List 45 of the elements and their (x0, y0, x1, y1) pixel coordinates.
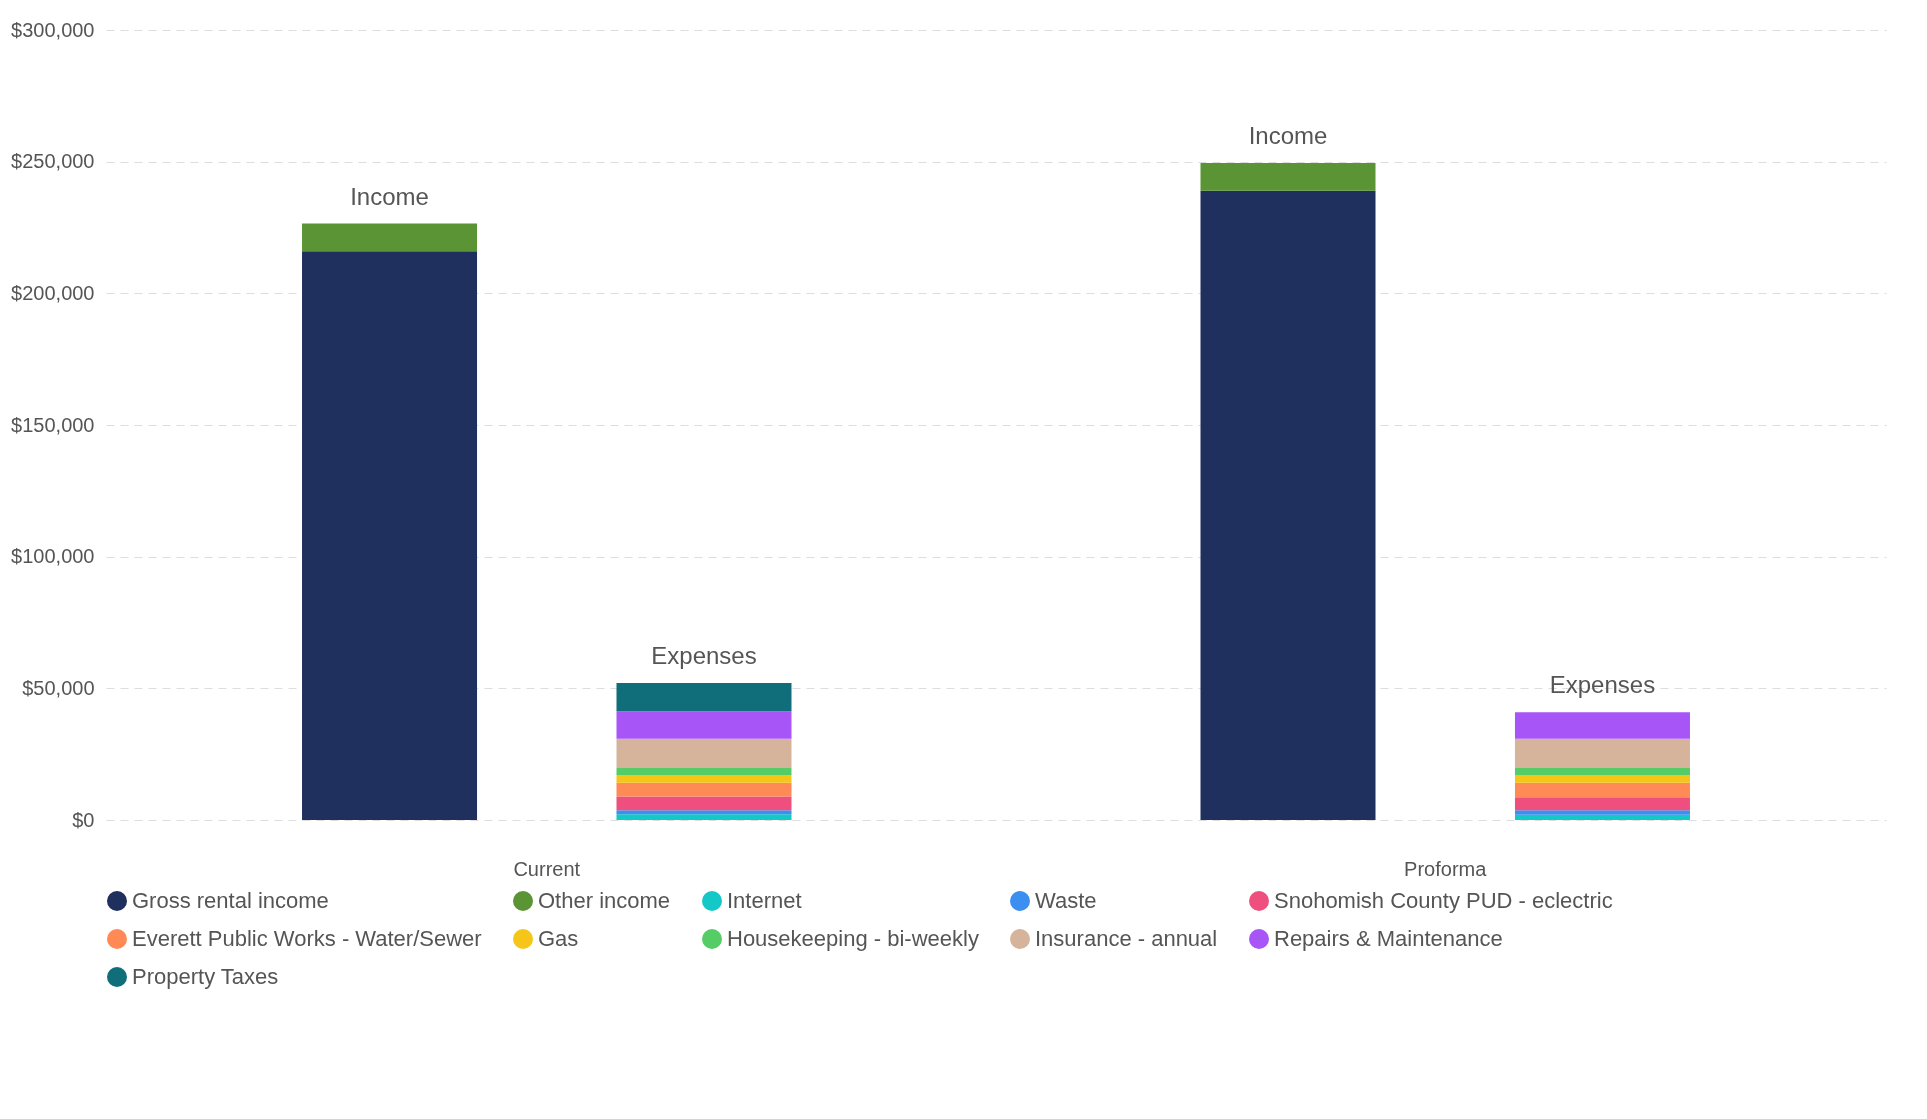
bar (1514, 712, 1690, 739)
bar (1514, 768, 1690, 775)
annotation: Income (1248, 121, 1328, 149)
bar (1514, 810, 1690, 815)
text: Current (513, 858, 581, 880)
bar (1514, 738, 1690, 769)
text: Proforma (1404, 858, 1488, 880)
legend-label: Waste (1035, 888, 1097, 913)
legend-label: Everett Public Works - Water/Sewer (132, 926, 482, 951)
bar (1200, 190, 1376, 820)
legend-label: Property Taxes (132, 964, 279, 989)
bar (1514, 797, 1690, 811)
bar (616, 796, 792, 811)
bar (1514, 814, 1690, 820)
legend-label: Repairs & Maintenance (1274, 926, 1503, 951)
legend-label: Snohomish County PUD - eclectric (1274, 888, 1613, 913)
bar (616, 782, 792, 797)
y-tick-label: $100,000 (11, 545, 95, 568)
bar (616, 683, 792, 712)
legend-label: Internet (727, 888, 802, 913)
bar (616, 738, 792, 769)
y-tick-label: $50,000 (22, 676, 95, 699)
legend-label: Other income (538, 888, 671, 913)
y-tick-label: $150,000 (11, 413, 95, 436)
legend-label: Housekeeping - bi-weekly (727, 926, 979, 951)
y-tick-label: $200,000 (11, 281, 95, 304)
bar (302, 223, 478, 252)
legend-label: Gross rental income (132, 888, 329, 913)
bar (1514, 774, 1690, 783)
y-tick-label: $300,000 (11, 18, 95, 41)
legend-label: Gas (538, 926, 579, 951)
bar (616, 774, 792, 783)
y-tick-label: $250,000 (11, 150, 95, 173)
legend-label: Insurance - annual (1035, 926, 1218, 951)
bar (616, 768, 792, 775)
bar (1514, 782, 1690, 798)
bar (302, 251, 478, 820)
bar (616, 814, 792, 820)
annotation: Expenses (1549, 671, 1656, 699)
y-tick-label: $0 (72, 808, 95, 831)
annotation: Expenses (651, 642, 757, 670)
bar (616, 711, 792, 739)
bar (1200, 162, 1376, 191)
annotation: Income (350, 182, 429, 210)
bar (616, 810, 792, 815)
